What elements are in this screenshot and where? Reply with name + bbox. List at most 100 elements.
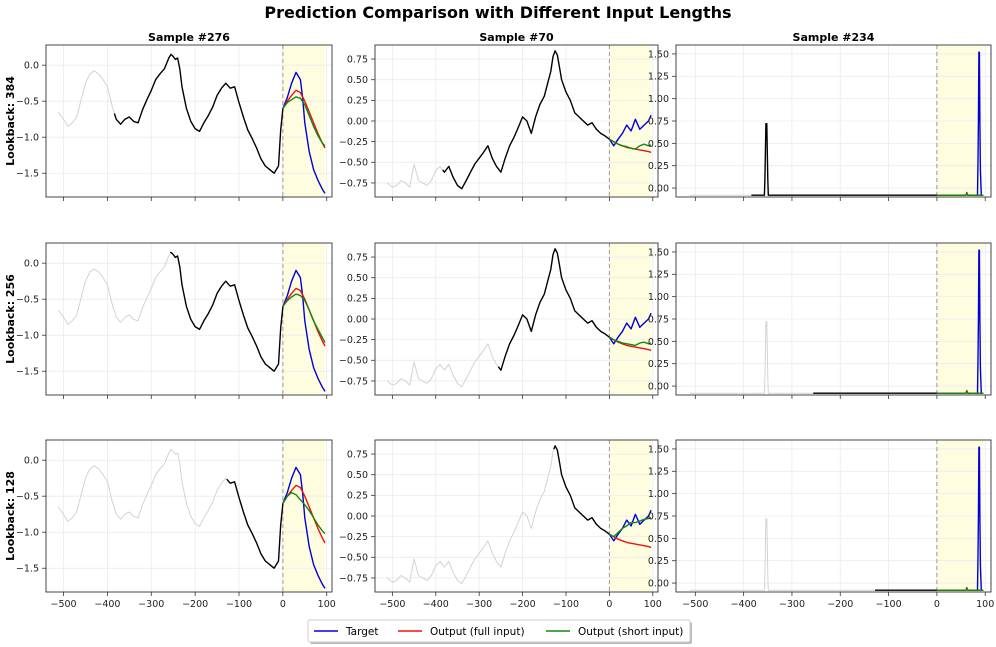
y-tick-label: 1.00	[648, 94, 669, 105]
output-short-line	[936, 192, 984, 196]
y-tick-label: −1.5	[16, 169, 39, 180]
y-tick-label: 0.75	[648, 116, 669, 127]
y-tick-label: −0.25	[339, 532, 368, 543]
output-short-line	[282, 96, 326, 147]
x-tick-label: −500	[379, 599, 405, 610]
row-label-3: Lookback: 128	[4, 471, 17, 561]
context-history-line	[689, 321, 814, 394]
y-tick-label: −0.25	[339, 335, 368, 346]
input-history-line	[113, 53, 284, 174]
legend: Target Output (full input) Output (short i…	[307, 619, 692, 644]
axes-frame	[45, 439, 333, 593]
output-short-line	[936, 587, 984, 591]
context-history-line	[386, 449, 555, 585]
output-full-line	[609, 533, 652, 549]
y-tick-label: 0.00	[347, 314, 368, 325]
subplot-r2-c3: 0.00 0.25 0.50 0.75 1.00 1.25 1.50	[648, 242, 992, 399]
y-tick-label: 0.00	[648, 381, 669, 392]
input-history-line	[226, 478, 284, 569]
x-tick-label: −500	[50, 599, 76, 610]
target-line	[608, 114, 652, 147]
column-title-3: Sample #234	[793, 31, 875, 44]
context-history-line	[386, 163, 444, 188]
y-tick-label: 1.50	[648, 444, 669, 455]
y-tick-label: −1.5	[16, 564, 39, 575]
series-group	[386, 248, 652, 388]
y-tick-label: 0.75	[347, 449, 368, 460]
y-tick-label: −0.5	[16, 295, 39, 306]
y-tick-label: −0.50	[339, 553, 368, 564]
figure-title: Prediction Comparison with Different Inp…	[264, 3, 731, 22]
series-group	[386, 50, 652, 190]
output-short-line	[282, 491, 326, 535]
y-tick-label: 0.25	[648, 556, 669, 567]
series-group	[689, 446, 984, 591]
y-tick-label: 1.25	[648, 270, 669, 281]
row-label-1: Lookback: 384	[4, 76, 17, 166]
row-label-2: Lookback: 256	[4, 274, 17, 364]
y-tick-label: 0.50	[648, 337, 669, 348]
input-history-line	[751, 122, 937, 196]
y-tick-label: 0.50	[347, 273, 368, 284]
subplot-r1-c1: −1.5 −1.0 −0.5 0.0 Lookback: 384	[4, 44, 333, 201]
x-tick-label: −300	[466, 599, 492, 610]
y-tick-label: −0.50	[339, 158, 368, 169]
input-history-line	[169, 251, 284, 372]
forecast-region	[282, 243, 325, 395]
y-tick-label: 0.50	[648, 139, 669, 150]
y-tick-label: 0.25	[347, 96, 368, 107]
y-tick-label: 0.75	[347, 252, 368, 263]
output-full-line	[282, 89, 326, 149]
y-tick-label: 0.25	[347, 491, 368, 502]
subplot-r3-c1: −1.5 −1.0 −0.5 0.0 −500 −400 −300 −200 −100 0 100 L…	[4, 439, 336, 610]
y-tick-label: 1.25	[648, 72, 669, 83]
y-tick-label: −0.75	[339, 573, 368, 584]
target-line	[282, 466, 326, 589]
y-tick-label: 0.25	[347, 294, 368, 305]
x-tick-label: 100	[644, 599, 662, 610]
y-tick-label: −1.0	[16, 331, 39, 342]
legend-label-3: Output (short input)	[578, 626, 683, 638]
x-tick-label: 0	[606, 599, 612, 610]
y-tick-label: 0.00	[347, 511, 368, 522]
context-history-line	[57, 448, 228, 527]
x-tick-label: 100	[318, 599, 336, 610]
y-tick-label: 0.00	[347, 116, 368, 127]
subplot-r3-c2: −0.75 −0.50 −0.25 0.00 0.25 0.50 0.75 −500 −400 −…	[339, 439, 662, 610]
y-tick-label: 0.0	[24, 259, 39, 270]
input-history-line	[553, 445, 610, 535]
y-tick-label: 1.00	[648, 292, 669, 303]
subplot-r1-c3: 0.00 0.25 0.50 0.75 1.00 1.25 1.50	[648, 44, 992, 201]
input-history-line	[442, 50, 610, 190]
axes-frame	[45, 44, 333, 198]
target-line	[282, 71, 326, 194]
y-tick-label: 0.00	[648, 183, 669, 194]
y-tick-label: −0.75	[339, 178, 368, 189]
x-tick-label: −100	[553, 599, 579, 610]
target-line	[608, 312, 652, 345]
y-tick-label: 1.50	[648, 247, 669, 258]
x-tick-label: −300	[779, 599, 805, 610]
input-history-line	[497, 248, 610, 371]
y-tick-label: −1.0	[16, 528, 39, 539]
output-full-line	[282, 287, 326, 347]
y-tick-label: 0.50	[648, 534, 669, 545]
forecast-region	[282, 45, 325, 197]
x-tick-label: 0	[280, 599, 286, 610]
y-tick-label: −0.75	[339, 376, 368, 387]
x-tick-label: −200	[827, 599, 853, 610]
subplot-r1-c2: −0.75 −0.50 −0.25 0.00 0.25 0.50 0.75	[339, 44, 659, 201]
column-title-2: Sample #70	[479, 31, 554, 44]
y-tick-label: 0.0	[24, 61, 39, 72]
y-tick-label: 0.75	[347, 54, 368, 65]
series-group	[57, 448, 326, 589]
y-tick-label: 1.50	[648, 49, 669, 60]
y-tick-label: 0.50	[347, 75, 368, 86]
series-group	[57, 53, 326, 194]
y-tick-label: −0.25	[339, 137, 368, 148]
forecast-region	[282, 440, 325, 592]
y-tick-label: −0.50	[339, 356, 368, 367]
y-tick-label: −0.5	[16, 97, 39, 108]
